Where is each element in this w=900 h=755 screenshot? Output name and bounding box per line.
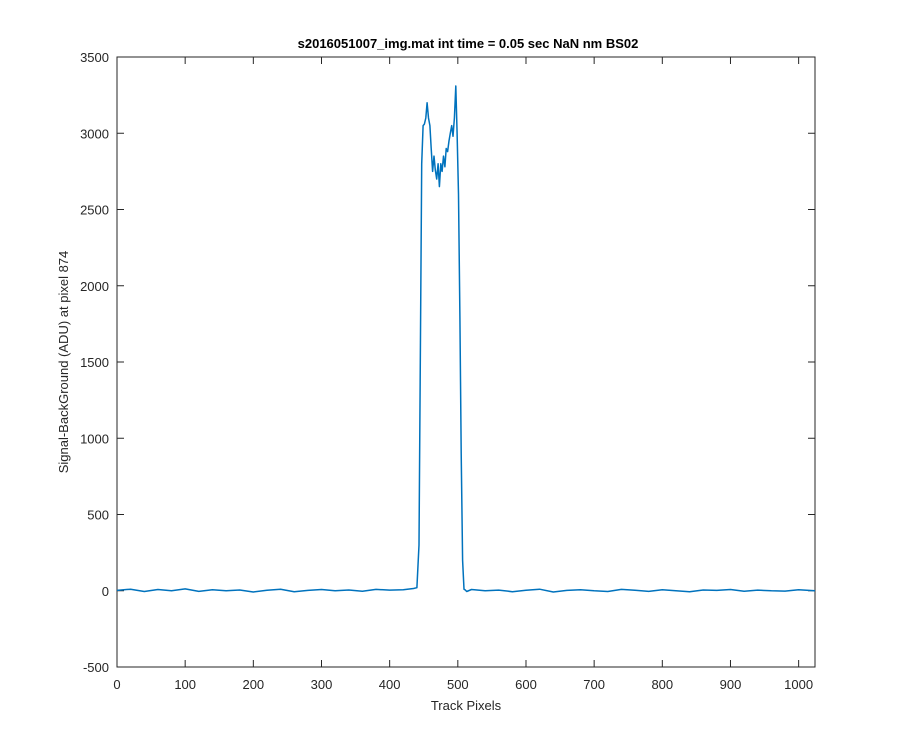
x-tick-label: 900: [720, 677, 742, 692]
y-tick-label: 0: [102, 584, 109, 599]
series-group: [116, 85, 816, 593]
x-tick-label: 200: [242, 677, 264, 692]
x-tick-label: 700: [583, 677, 605, 692]
x-tick-label: 500: [447, 677, 469, 692]
y-tick-label: 1000: [80, 431, 109, 446]
x-axis: 0 100 200 300 400 500 600 700 800 900 1000: [113, 57, 813, 692]
y-tick-label: 3000: [80, 126, 109, 141]
chart-title: s2016051007_img.mat int time = 0.05 sec …: [298, 36, 639, 51]
y-tick-label: 500: [87, 508, 109, 523]
x-tick-label: 1000: [784, 677, 813, 692]
plot-area: [116, 56, 816, 668]
y-tick-label: 3500: [80, 50, 109, 65]
y-tick-label: 1500: [80, 355, 109, 370]
x-tick-label: 400: [379, 677, 401, 692]
x-axis-label: Track Pixels: [431, 698, 502, 713]
y-tick-label: 2500: [80, 203, 109, 218]
y-tick-label: -500: [83, 660, 109, 675]
y-axis: -500 0 500 1000 1500 2000 2500 3000 3500: [80, 50, 815, 675]
y-axis-label: Signal-BackGround (ADU) at pixel 874: [56, 251, 71, 474]
x-tick-label: 600: [515, 677, 537, 692]
y-tick-label: 2000: [80, 279, 109, 294]
x-tick-label: 0: [113, 677, 120, 692]
x-tick-label: 300: [311, 677, 333, 692]
series-line: [116, 85, 816, 593]
x-tick-label: 800: [651, 677, 673, 692]
x-tick-label: 100: [174, 677, 196, 692]
